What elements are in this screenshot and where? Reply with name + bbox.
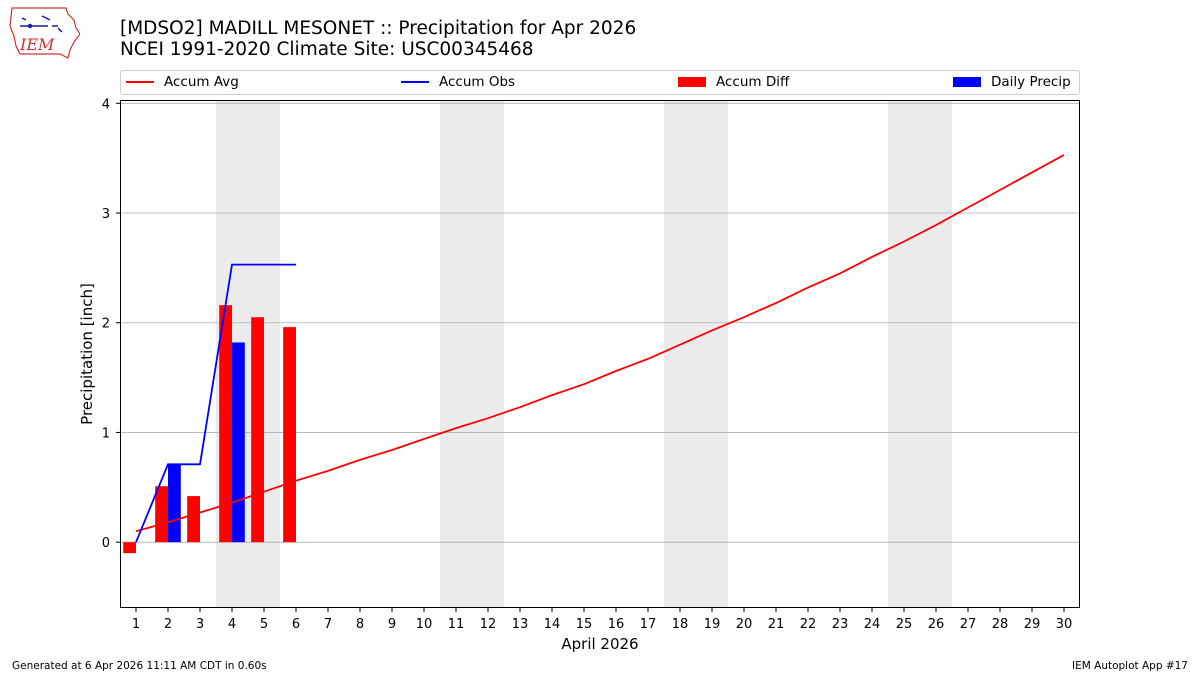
x-tick-label-3: 3 [196,617,204,632]
accum-diff-bar-4 [219,305,232,543]
x-tick-label-9: 9 [388,617,396,632]
x-tick-label-8: 8 [356,617,364,632]
legend-item-accum-obs: Accum Obs [401,74,515,90]
x-axis-label: April 2026 [561,635,638,653]
y-tick-label-4: 4 [102,97,110,112]
legend-label-daily-precip: Daily Precip [991,74,1071,90]
daily-precip-bar-2 [168,464,181,543]
chart-title: [MDSO2] MADILL MESONET :: Precipitation … [120,18,636,60]
x-tick-label-7: 7 [324,617,332,632]
legend-item-accum-diff: Accum Diff [678,74,789,90]
footer-app: IEM Autoplot App #17 [1072,660,1188,672]
svg-text:IEM: IEM [19,35,55,54]
accum-obs-line [135,263,296,543]
x-tick-label-27: 27 [960,617,977,632]
legend-swatch-accum-diff [678,77,706,87]
y-tick-label-2: 2 [102,317,110,332]
y-axis-label: Precipitation [inch] [78,283,96,425]
legend-label-accum-avg: Accum Avg [164,74,239,90]
chart-legend: Accum Avg Accum Obs Accum Diff Daily Pre… [120,70,1080,95]
weekend-band-2 [440,100,504,608]
x-tick-label-17: 17 [640,617,657,632]
iem-logo: IEM [8,6,81,60]
x-tick-label-20: 20 [736,617,753,632]
x-tick-label-16: 16 [608,617,625,632]
x-tick-label-4: 4 [228,617,236,632]
weekend-band-4 [888,100,952,608]
x-tick-label-10: 10 [416,617,433,632]
grid-lines [120,102,1080,543]
legend-label-accum-obs: Accum Obs [439,74,516,90]
accum-diff-bar-3 [187,496,200,543]
x-tick-label-29: 29 [1024,617,1041,632]
accum-diff-bar-2 [155,486,168,543]
weekend-band-3 [664,100,728,608]
legend-label-accum-diff: Accum Diff [716,74,790,90]
accum-avg-line [135,154,1065,533]
x-tick-label-12: 12 [480,617,497,632]
x-tick-label-23: 23 [832,617,849,632]
x-tick-label-19: 19 [704,617,721,632]
x-tick-label-2: 2 [164,617,172,632]
accum-diff-bar-6 [283,327,296,543]
title-line-1: [MDSO2] MADILL MESONET :: Precipitation … [120,18,637,39]
x-tick-label-14: 14 [544,617,561,632]
title-line-2: NCEI 1991-2020 Climate Site: USC00345468 [120,39,534,60]
weekend-bands [216,100,952,608]
x-tick-label-28: 28 [992,617,1009,632]
x-tick-label-30: 30 [1056,617,1073,632]
x-tick-label-22: 22 [800,617,817,632]
y-tick-label-1: 1 [102,426,110,441]
x-tick-label-13: 13 [512,617,529,632]
x-tick-label-21: 21 [768,617,785,632]
x-tick-label-1: 1 [132,617,140,632]
bars [123,305,296,554]
y-tick-label-3: 3 [102,207,110,222]
footer-generated: Generated at 6 Apr 2026 11:11 AM CDT in … [12,660,267,672]
x-axis: 1 2 3 4 5 6 7 8 9 10 11 12 13 14 15 16 17 18 19 20 21 22 23 24 2… [132,608,1072,632]
legend-swatch-accum-avg [126,81,154,83]
legend-swatch-accum-obs [401,81,429,83]
x-tick-label-25: 25 [896,617,913,632]
accum-diff-bar-1 [123,542,136,554]
legend-swatch-daily-precip [953,77,981,87]
x-tick-label-6: 6 [292,617,300,632]
y-tick-label-0: 0 [102,536,110,551]
x-tick-label-5: 5 [260,617,268,632]
y-axis: 0 1 2 3 4 [102,97,120,551]
x-tick-label-26: 26 [928,617,945,632]
daily-precip-bar-4 [232,342,245,543]
series-lines [135,154,1065,543]
x-tick-label-24: 24 [864,617,881,632]
x-tick-label-18: 18 [672,617,689,632]
x-tick-label-11: 11 [448,617,465,632]
legend-item-accum-avg: Accum Avg [126,74,239,90]
plot-frame [120,100,1080,608]
legend-item-daily-precip: Daily Precip [953,74,1071,90]
accum-diff-bar-5 [251,317,264,543]
x-tick-label-15: 15 [576,617,593,632]
iowa-map-icon: IEM [9,7,81,59]
